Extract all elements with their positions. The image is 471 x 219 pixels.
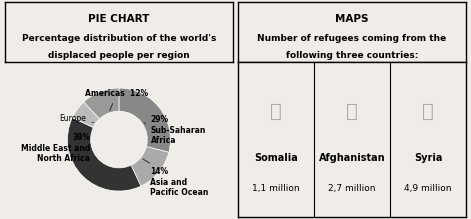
Text: 4,9 million: 4,9 million	[405, 184, 452, 194]
Text: ⬛: ⬛	[346, 102, 358, 121]
Text: Afghanistan: Afghanistan	[319, 153, 385, 163]
Text: PIE CHART: PIE CHART	[88, 14, 150, 24]
Text: 39%
Middle East and
North Africa: 39% Middle East and North Africa	[21, 133, 97, 163]
Text: displaced people per region: displaced people per region	[48, 51, 190, 60]
Wedge shape	[84, 88, 119, 119]
Wedge shape	[119, 88, 171, 152]
Text: 1,1 million: 1,1 million	[252, 184, 300, 194]
Text: Number of refugees coming from the: Number of refugees coming from the	[258, 34, 447, 43]
Text: ⬛: ⬛	[270, 102, 282, 121]
Text: Americas  12%: Americas 12%	[85, 89, 148, 111]
Text: following three countries:: following three countries:	[286, 51, 418, 60]
Wedge shape	[73, 102, 99, 127]
Text: 14%
Asia and
Pacific Ocean: 14% Asia and Pacific Ocean	[143, 159, 208, 197]
Text: MAPS: MAPS	[335, 14, 369, 24]
Wedge shape	[131, 147, 169, 186]
Text: ⬛: ⬛	[422, 102, 434, 121]
Text: 29%
Sub-Saharan
Africa: 29% Sub-Saharan Africa	[144, 115, 206, 145]
Text: 2,7 million: 2,7 million	[328, 184, 376, 194]
Text: Syria: Syria	[414, 153, 442, 163]
Text: Somalia: Somalia	[254, 153, 298, 163]
Wedge shape	[67, 118, 141, 191]
Text: Europe: Europe	[60, 114, 93, 123]
Text: Percentage distribution of the world's: Percentage distribution of the world's	[22, 34, 216, 43]
